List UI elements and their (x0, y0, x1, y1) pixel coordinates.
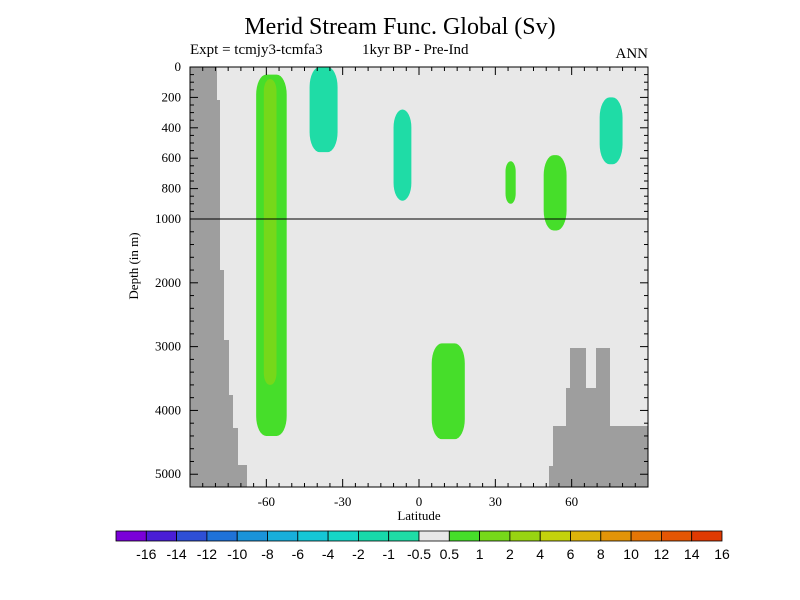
colorbar-swatch (206, 530, 238, 542)
colorbar-swatch (600, 530, 632, 542)
colorbar-label: -16 (136, 546, 156, 562)
colorbar-label: 0.5 (440, 546, 460, 562)
colorbar-label: 14 (684, 546, 700, 562)
x-tick-label: 60 (565, 494, 578, 509)
colorbar-swatch (327, 530, 359, 542)
colorbar-swatch (479, 530, 511, 542)
anomaly-patch-3 (543, 155, 567, 231)
colorbar-swatch (691, 530, 723, 542)
colorbar-swatch (236, 530, 268, 542)
x-tick-label: -60 (258, 494, 275, 509)
colorbar-swatch (176, 530, 208, 542)
season-label: ANN (615, 46, 649, 62)
colorbar-swatch (357, 530, 390, 542)
colorbar-swatch (630, 530, 662, 542)
y-tick-label: 400 (162, 120, 182, 135)
land-antarctic (190, 67, 247, 487)
colorbar-swatch (115, 530, 147, 542)
colorbar-swatch (145, 530, 178, 542)
colorbar-label: -4 (322, 546, 335, 562)
colorbar-swatch (388, 530, 420, 542)
colorbar-label: 16 (714, 546, 730, 562)
colorbar-label: 4 (536, 546, 544, 562)
y-tick-label: 1000 (155, 211, 181, 226)
colorbar-swatch (539, 530, 571, 542)
x-tick-label: 0 (416, 494, 423, 509)
chart-title: Merid Stream Func. Global (Sv) (244, 14, 556, 40)
x-axis-title: Latitude (397, 508, 441, 523)
anomaly-patch-6 (393, 109, 412, 201)
colorbar-label: -14 (166, 546, 186, 562)
y-tick-label: 800 (162, 181, 182, 196)
colorbar-swatch (418, 530, 450, 542)
period-label: 1kyr BP - Pre-Ind (362, 42, 469, 58)
colorbar-swatch (448, 530, 480, 542)
y-tick-label: 4000 (155, 402, 181, 417)
experiment-label: Expt = tcmjy3-tcmfa3 (190, 42, 323, 58)
colorbar-label: 12 (654, 546, 670, 562)
colorbar-label: -0.5 (407, 546, 431, 562)
x-tick-label: 30 (489, 494, 502, 509)
y-tick-label: 5000 (155, 466, 181, 481)
colorbar-label: -1 (382, 546, 395, 562)
x-tick-label: -30 (334, 494, 351, 509)
colorbar-label: 2 (506, 546, 514, 562)
y-tick-label: 200 (162, 89, 182, 104)
anomaly-patch-2 (431, 343, 465, 440)
colorbar-label: 10 (623, 546, 639, 562)
colorbar-swatch (661, 530, 693, 542)
colorbar-swatch (509, 530, 541, 542)
y-tick-label: 600 (162, 150, 182, 165)
colorbar-swatch (297, 530, 329, 542)
colorbar-label: -8 (261, 546, 274, 562)
colorbar-label: -6 (292, 546, 305, 562)
anomaly-patch-7 (599, 97, 623, 165)
y-tick-label: 0 (175, 59, 182, 74)
colorbar-label: 6 (567, 546, 575, 562)
colorbar-label: 1 (476, 546, 484, 562)
colorbar-label: -10 (227, 546, 247, 562)
land-arctic (549, 348, 648, 487)
colorbar-swatch (570, 530, 602, 542)
colorbar-label: -12 (197, 546, 217, 562)
y-axis-title: Depth (in m) (126, 232, 141, 299)
anomaly-patch-5 (309, 67, 338, 153)
colorbar-label: 8 (597, 546, 605, 562)
anomaly-patch-4 (505, 161, 516, 204)
y-tick-label: 3000 (155, 339, 181, 354)
colorbar-label: -2 (352, 546, 365, 562)
colorbar-swatch (267, 530, 299, 542)
anomaly-core (263, 79, 277, 385)
y-tick-label: 2000 (155, 275, 181, 290)
